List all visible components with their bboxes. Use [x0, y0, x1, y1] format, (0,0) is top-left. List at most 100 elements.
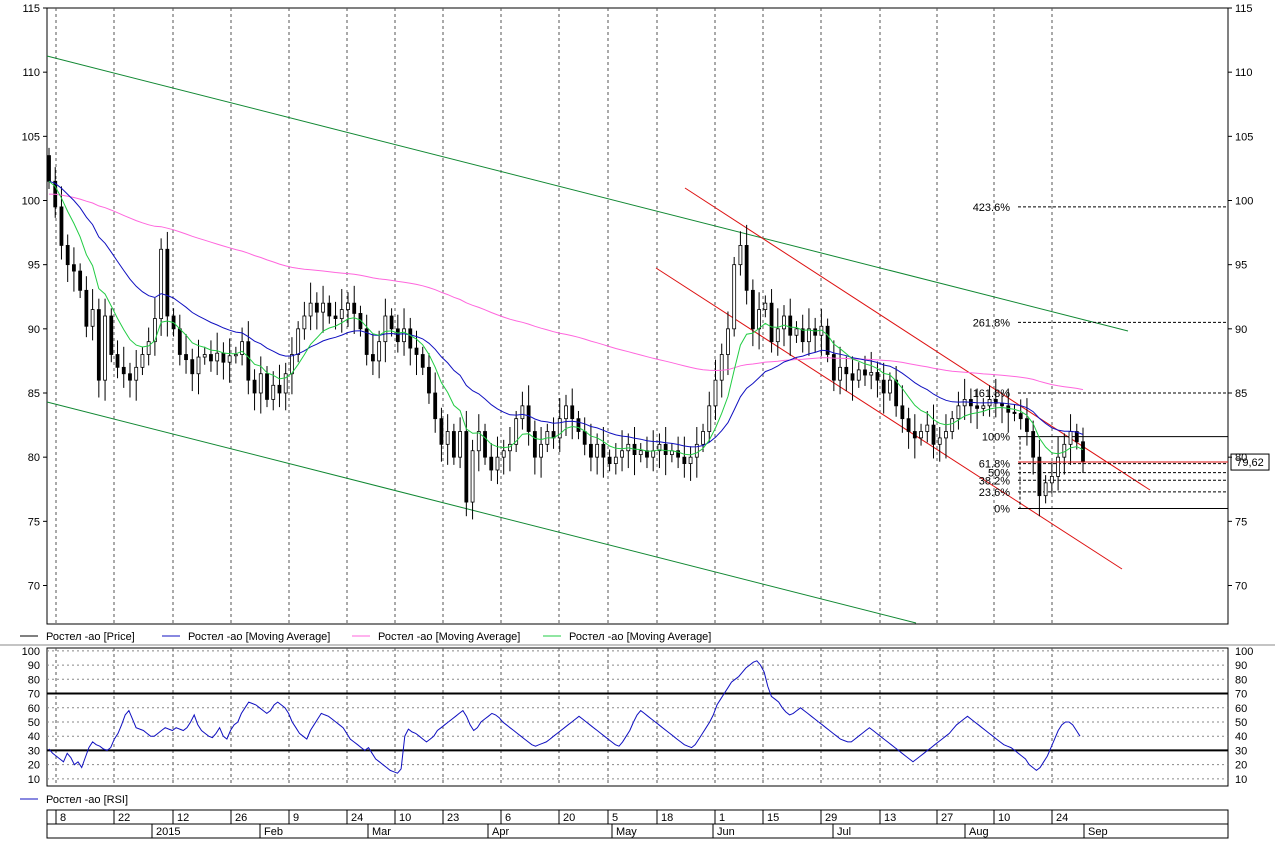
price-candle-body	[1056, 456, 1060, 477]
price-candle-body	[445, 431, 450, 445]
x-month-label: May	[616, 826, 637, 838]
price-candle-body	[688, 456, 693, 464]
x-day-label: 27	[941, 812, 953, 824]
price-candle-body	[90, 309, 95, 327]
rsi-y-tick-right: 80	[1235, 674, 1247, 686]
price-candle-body	[863, 369, 867, 376]
price-candle-body	[881, 379, 886, 394]
price-candle-body	[283, 373, 288, 394]
x-day-label: 20	[563, 812, 575, 824]
price-candle-body	[782, 315, 786, 330]
x-month-label: Apr	[492, 826, 509, 838]
price-candle-body	[570, 405, 575, 420]
price-candle-body	[682, 456, 687, 464]
price-candle-body	[252, 379, 257, 394]
price-candle-body	[1074, 431, 1079, 443]
price-candle-body	[894, 379, 899, 407]
x-day-label: 24	[1056, 812, 1068, 824]
fibonacci-level-label: 161.8%	[973, 388, 1011, 400]
price-candle-body	[950, 418, 955, 432]
price-candle-body	[78, 270, 83, 291]
price-candle-body	[694, 443, 699, 458]
price-candle-body	[202, 354, 207, 358]
price-y-tick-right: 115	[1235, 3, 1253, 15]
price-candle-body	[757, 309, 761, 330]
price-candle-body	[993, 399, 998, 404]
price-candle-body	[371, 354, 375, 362]
fibonacci-level-label: 0%	[994, 504, 1010, 516]
x-month-label: Jul	[837, 826, 851, 838]
price-candle-body	[520, 405, 525, 420]
price-candle-body	[1000, 402, 1004, 407]
price-candles	[47, 147, 1085, 520]
price-candle-body	[564, 405, 568, 420]
price-candle-body	[72, 264, 76, 272]
price-candle-body	[1068, 431, 1073, 445]
price-candle-body	[439, 418, 444, 445]
x-day-label: 6	[505, 812, 511, 824]
channel-upper-line	[46, 55, 1129, 332]
x-day-label: 18	[661, 812, 673, 824]
price-candle-body	[788, 315, 793, 336]
rsi-y-tick-right: 100	[1235, 646, 1253, 658]
price-candle-body	[850, 373, 855, 381]
price-candle-body	[84, 289, 89, 327]
price-candle-body	[427, 366, 431, 394]
price-candle-body	[308, 302, 313, 317]
price-candle-body	[838, 366, 842, 381]
price-candle-body	[389, 315, 394, 330]
price-candle-body	[613, 456, 618, 464]
price-candle-body	[1081, 441, 1085, 463]
price-candle-body	[302, 315, 307, 330]
price-candle-body	[258, 373, 263, 394]
price-candle-body	[321, 302, 325, 313]
rsi-plot-frame	[46, 647, 1229, 787]
price-candle-body	[676, 450, 681, 458]
price-y-tick-right: 75	[1235, 516, 1247, 528]
price-candle-body	[645, 450, 649, 458]
x-day-label: 10	[399, 812, 411, 824]
price-candle-body	[607, 456, 612, 464]
price-candle-body	[962, 399, 967, 407]
last-price-label: 79,62	[1236, 457, 1264, 469]
x-day-label: 13	[884, 812, 896, 824]
x-month-label: Jun	[717, 826, 735, 838]
price-candle-body	[420, 354, 425, 368]
price-candle-body	[1012, 411, 1017, 414]
price-candle-body	[433, 392, 438, 420]
price-candle-body	[800, 328, 805, 343]
fibonacci-level-label: 100%	[982, 432, 1010, 444]
price-candle-body	[115, 354, 120, 368]
price-candle-body	[919, 431, 923, 439]
rsi-y-tick-right: 90	[1235, 660, 1247, 672]
price-candle-body	[476, 431, 481, 452]
price-candle-body	[271, 384, 276, 400]
rsi-y-tick-left: 50	[28, 717, 40, 729]
price-y-tick-left: 70	[28, 581, 40, 593]
price-y-tick-left: 80	[28, 452, 40, 464]
price-candle-body	[451, 431, 456, 458]
price-candle-body	[277, 384, 282, 394]
price-candle-body	[601, 443, 606, 458]
price-candle-body	[738, 245, 743, 266]
price-candle-body	[981, 405, 986, 409]
fibonacci-level-label: 61.8%	[979, 459, 1010, 471]
price-candle-body	[1025, 418, 1029, 432]
x-day-label: 15	[767, 812, 779, 824]
price-candle-body	[900, 405, 905, 420]
price-candle-body	[470, 450, 475, 503]
price-candle-body	[1037, 456, 1042, 497]
price-candle-body	[177, 328, 182, 355]
rsi-y-tick-right: 60	[1235, 703, 1247, 715]
price-candle-body	[159, 248, 164, 319]
price-candle-body	[582, 431, 587, 445]
price-y-tick-right: 110	[1235, 67, 1253, 79]
rsi-y-tick-right: 20	[1235, 760, 1247, 772]
price-candle-body	[96, 309, 101, 381]
price-candle-body	[713, 379, 718, 407]
price-candle-body	[925, 424, 930, 432]
rsi-y-tick-left: 20	[28, 760, 40, 772]
price-plot-frame	[46, 7, 1229, 625]
price-candle-body	[233, 354, 238, 357]
price-candle-body	[775, 328, 780, 343]
